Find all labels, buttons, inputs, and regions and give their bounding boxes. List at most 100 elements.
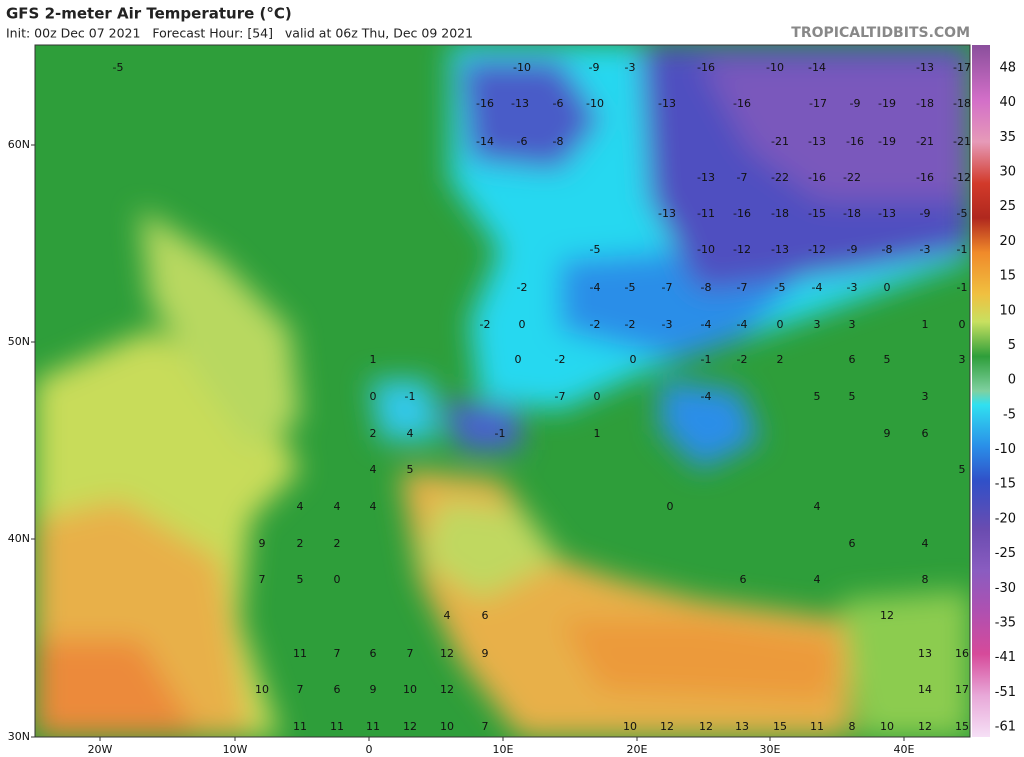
temperature-label: -22 (843, 171, 861, 184)
temperature-label: 12 (918, 720, 932, 733)
subtitle: Init: 00z Dec 07 2021 Forecast Hour: [54… (6, 26, 473, 41)
temperature-label: -3 (662, 318, 673, 331)
temperature-label: 5 (297, 573, 304, 586)
temperature-label: -2 (625, 318, 636, 331)
temperature-label: 4 (370, 463, 377, 476)
temperature-label: -3 (920, 243, 931, 256)
temperature-label: 17 (955, 683, 969, 696)
temperature-label: -4 (590, 281, 601, 294)
temperature-label: -21 (771, 135, 789, 148)
temperature-label: 11 (330, 720, 344, 733)
temperature-label: 0 (667, 500, 674, 513)
temperature-label: 4 (814, 573, 821, 586)
temperature-label: -2 (590, 318, 601, 331)
temperature-label: 8 (922, 573, 929, 586)
temperature-label: -18 (771, 207, 789, 220)
temperature-label: 10 (623, 720, 637, 733)
temperature-label: 13 (918, 647, 932, 660)
temperature-label: 4 (814, 500, 821, 513)
colorbar-label: 25 (999, 199, 1016, 214)
temperature-label: 4 (297, 500, 304, 513)
colorbar-label: 0 (1008, 373, 1016, 388)
temperature-label: 1 (370, 353, 377, 366)
temperature-label: -12 (733, 243, 751, 256)
temperature-label: -2 (517, 281, 528, 294)
colorbar-label: -10 (995, 442, 1016, 457)
colorbar-label: -5 (1003, 407, 1016, 422)
colorbar-label: -25 (995, 546, 1016, 561)
temperature-label: -19 (878, 135, 896, 148)
latitude-label: 30N (8, 730, 30, 743)
temperature-label: -3 (625, 61, 636, 74)
temperature-label: -1 (701, 353, 712, 366)
temperature-label: -16 (697, 61, 715, 74)
temperature-label: 7 (259, 573, 266, 586)
temperature-label: 9 (482, 647, 489, 660)
temperature-label: 1 (922, 318, 929, 331)
temperature-label: 6 (334, 683, 341, 696)
latitude-label: 50N (8, 335, 30, 348)
temperature-label: -12 (808, 243, 826, 256)
colorbar-label: 15 (999, 269, 1016, 284)
temperature-label: 0 (519, 318, 526, 331)
temperature-label: -8 (882, 243, 893, 256)
temperature-label: -5 (775, 281, 786, 294)
temperature-label: 6 (849, 353, 856, 366)
temperature-label: -13 (697, 171, 715, 184)
latitude-label: 40N (8, 532, 30, 545)
temperature-label: -18 (916, 97, 934, 110)
temperature-label: 12 (880, 609, 894, 622)
colorbar-label: 40 (999, 95, 1016, 110)
temperature-label: -16 (846, 135, 864, 148)
temperature-label: -7 (737, 281, 748, 294)
temperature-label: -1 (405, 390, 416, 403)
temperature-label: -16 (733, 97, 751, 110)
temperature-label: -12 (953, 171, 971, 184)
temperature-label: 0 (777, 318, 784, 331)
temperature-label: -17 (809, 97, 827, 110)
temperature-label: -21 (916, 135, 934, 148)
temperature-label: -5 (957, 207, 968, 220)
temperature-label: 4 (334, 500, 341, 513)
colorbar-label: 30 (999, 165, 1016, 180)
temperature-label: 0 (594, 390, 601, 403)
temperature-label: -14 (808, 61, 826, 74)
temperature-label: 12 (440, 683, 454, 696)
colorbar-label: -35 (995, 615, 1016, 630)
temperature-label: 11 (293, 720, 307, 733)
title: GFS 2-meter Air Temperature (°C) (6, 5, 292, 23)
temperature-label: 2 (370, 427, 377, 440)
longitude-label: 30E (760, 743, 781, 756)
temperature-label: 4 (444, 609, 451, 622)
longitude-label: 10W (223, 743, 248, 756)
temperature-label: -13 (878, 207, 896, 220)
temperature-label: -16 (476, 97, 494, 110)
temperature-label: 7 (297, 683, 304, 696)
temperature-label: -16 (733, 207, 751, 220)
temperature-label: -5 (590, 243, 601, 256)
temperature-label: 0 (884, 281, 891, 294)
temperature-label: 13 (735, 720, 749, 733)
temperature-label: 11 (366, 720, 380, 733)
temperature-label: -13 (916, 61, 934, 74)
temperature-label: 1 (594, 427, 601, 440)
temperature-label: -4 (701, 390, 712, 403)
longitude-label: 20W (88, 743, 113, 756)
temperature-label: 0 (630, 353, 637, 366)
temperature-label: 5 (884, 353, 891, 366)
temperature-label: -8 (553, 135, 564, 148)
temperature-label: -9 (850, 97, 861, 110)
colorbar-label: -30 (995, 581, 1016, 596)
temperature-label: -4 (812, 281, 823, 294)
temperature-label: -10 (513, 61, 531, 74)
longitude-label: 10E (493, 743, 514, 756)
temperature-label: 3 (922, 390, 929, 403)
temperature-label: 11 (293, 647, 307, 660)
temperature-label: -3 (847, 281, 858, 294)
temperature-label: 2 (297, 537, 304, 550)
longitude-label: 40E (894, 743, 915, 756)
temperature-label: 4 (407, 427, 414, 440)
temperature-label: 2 (777, 353, 784, 366)
temperature-label: -15 (808, 207, 826, 220)
temperature-label: -13 (658, 207, 676, 220)
